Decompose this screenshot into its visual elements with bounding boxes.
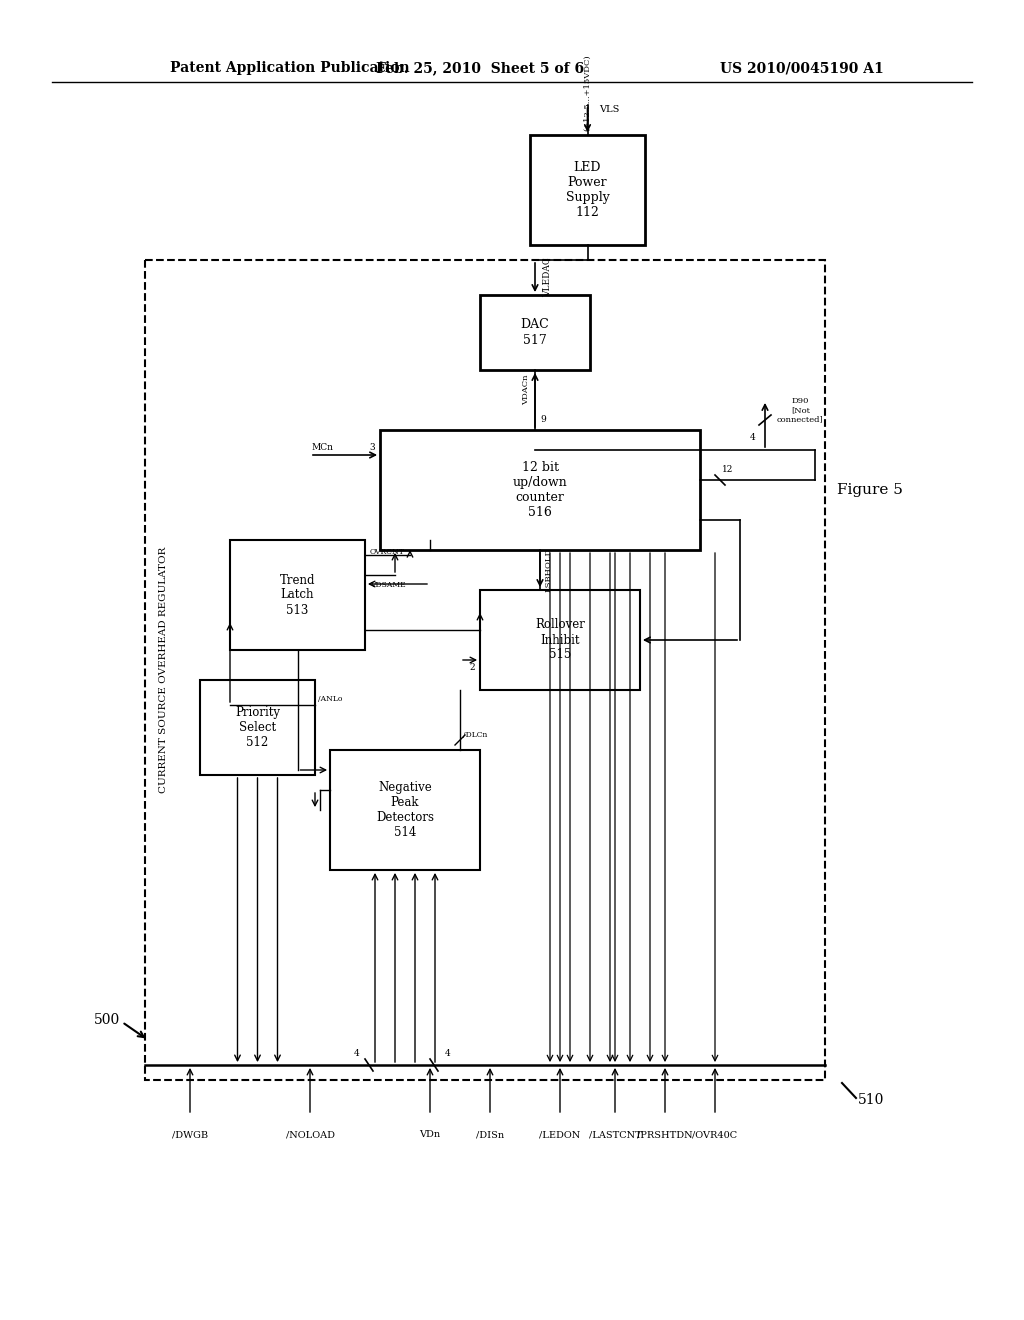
Text: /LEDON: /LEDON [540, 1130, 581, 1139]
Text: Priority
Select
512: Priority Select 512 [234, 706, 280, 748]
Text: 3: 3 [370, 442, 375, 451]
Text: US 2010/0045190 A1: US 2010/0045190 A1 [720, 61, 884, 75]
Text: VDACn: VDACn [522, 375, 530, 405]
Text: VDn: VDn [420, 1130, 440, 1139]
Bar [530, 135, 645, 246]
Text: VDSAME: VDSAME [370, 581, 406, 589]
Text: Trend
Latch
513: Trend Latch 513 [280, 573, 315, 616]
Text: DAC
517: DAC 517 [520, 318, 549, 346]
Text: /DISn: /DISn [476, 1130, 504, 1139]
Text: 4: 4 [354, 1048, 360, 1057]
Text: /NOLOAD: /NOLOAD [286, 1130, 335, 1139]
Text: 9: 9 [540, 416, 546, 425]
Bar [145, 260, 825, 1080]
Text: Figure 5: Figure 5 [837, 483, 903, 498]
Bar [330, 750, 480, 870]
Text: 12: 12 [722, 466, 733, 474]
Text: 2: 2 [469, 664, 475, 672]
Bar [480, 590, 640, 690]
Text: CURRENT SOURCE OVERHEAD REGULATOR: CURRENT SOURCE OVERHEAD REGULATOR [159, 546, 168, 793]
Bar [480, 294, 590, 370]
Text: /ANLo: /ANLo [318, 696, 342, 704]
Text: Rollover
Inhibit
515: Rollover Inhibit 515 [536, 619, 585, 661]
Text: /LASTCNT: /LASTCNT [589, 1130, 641, 1139]
Text: OVRCNT: OVRCNT [370, 548, 404, 556]
Text: D90
[Not
connected]: D90 [Not connected] [777, 397, 823, 424]
Text: LED
Power
Supply
112: LED Power Supply 112 [565, 161, 609, 219]
Text: MCn: MCn [312, 442, 334, 451]
Text: Feb. 25, 2010  Sheet 5 of 6: Feb. 25, 2010 Sheet 5 of 6 [376, 61, 584, 75]
Text: /DWGB: /DWGB [172, 1130, 208, 1139]
Bar [200, 680, 315, 775]
Text: /OVR40C: /OVR40C [692, 1130, 737, 1139]
Text: 4: 4 [750, 433, 755, 442]
Text: VLS: VLS [599, 106, 620, 115]
Text: (+12.5...+15VDC): (+12.5...+15VDC) [584, 54, 592, 131]
Text: VLEDAC: VLEDAC [543, 257, 552, 297]
Text: 510: 510 [858, 1093, 885, 1107]
Text: /DLCn: /DLCn [463, 731, 487, 739]
Text: 4: 4 [445, 1048, 451, 1057]
Text: LSBHOLD: LSBHOLD [545, 548, 553, 593]
Bar [230, 540, 365, 649]
Text: Negative
Peak
Detectors
514: Negative Peak Detectors 514 [376, 781, 434, 840]
Text: 500: 500 [94, 1012, 120, 1027]
Bar [380, 430, 700, 550]
Text: Patent Application Publication: Patent Application Publication [170, 61, 410, 75]
Text: /PRSHTDN: /PRSHTDN [637, 1130, 693, 1139]
Text: 12 bit
up/down
counter
516: 12 bit up/down counter 516 [513, 461, 567, 519]
